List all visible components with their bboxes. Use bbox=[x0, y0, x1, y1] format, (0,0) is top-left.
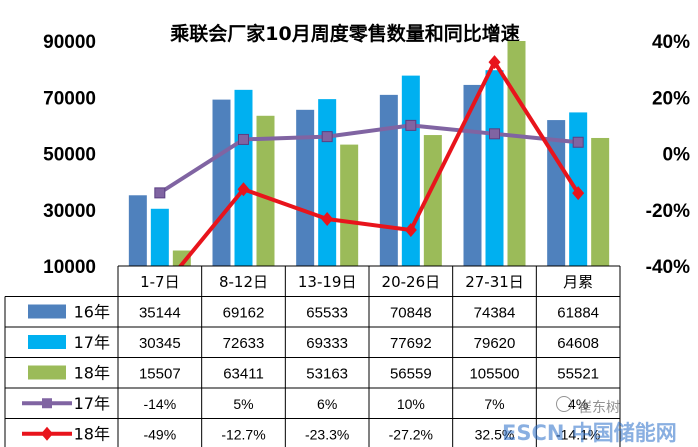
bar bbox=[507, 41, 526, 266]
data-label: 63411 bbox=[223, 366, 264, 383]
data-label: 61884 bbox=[557, 305, 599, 322]
left-tick-label: 30000 bbox=[43, 201, 96, 222]
data-label: 10% bbox=[397, 396, 425, 412]
legend-marker bbox=[42, 398, 52, 409]
watermark-text: ESCN 中国储能网 bbox=[502, 421, 677, 445]
data-label: 15507 bbox=[139, 366, 181, 383]
data-label: 56559 bbox=[390, 366, 432, 383]
bar bbox=[423, 135, 442, 266]
series-line bbox=[158, 123, 579, 195]
bar bbox=[128, 195, 147, 266]
data-label: 55521 bbox=[557, 366, 599, 383]
line-point bbox=[321, 131, 333, 143]
line-point bbox=[238, 133, 249, 145]
data-label: 77692 bbox=[390, 335, 432, 352]
data-label: -14.1% bbox=[556, 427, 600, 443]
chart-title: 乘联会厂家10月周度零售数量和同比增速 bbox=[169, 22, 519, 45]
bar bbox=[318, 99, 337, 266]
right-tick-label: 20% bbox=[652, 88, 690, 109]
watermark-badge-icon bbox=[556, 396, 572, 412]
legend-label: 18年 bbox=[74, 364, 110, 383]
bar bbox=[256, 115, 275, 267]
data-label: 70848 bbox=[390, 305, 432, 322]
right-tick-label: 40% bbox=[652, 32, 690, 53]
category-label: 27-31日 bbox=[465, 273, 524, 291]
line-point bbox=[489, 128, 500, 140]
legend-label: 17年 bbox=[74, 333, 110, 352]
data-label: 53163 bbox=[306, 366, 348, 383]
left-tick-label: 70000 bbox=[43, 88, 96, 109]
legend-swatch bbox=[28, 365, 66, 380]
left-axis-ticks: 10000 30000 50000 70000 90000 bbox=[43, 32, 96, 278]
data-label: 69162 bbox=[223, 305, 265, 322]
legend-marker bbox=[41, 426, 53, 441]
data-label: -27.2% bbox=[389, 427, 433, 443]
bar bbox=[547, 120, 566, 266]
data-label: 7% bbox=[484, 396, 504, 412]
bar bbox=[150, 208, 169, 266]
category-label: 1-7日 bbox=[140, 273, 180, 291]
data-label: 64608 bbox=[557, 335, 599, 352]
data-label: 105500 bbox=[469, 366, 519, 383]
line-point bbox=[405, 119, 417, 131]
data-table: 1-7日 8-12日 13-19日 20-26日 27-31日 月累 16年 35144 691… bbox=[4, 265, 621, 447]
right-axis-ticks: -40% -20% 0% 20% 40% bbox=[646, 32, 690, 278]
category-label: 13-19日 bbox=[298, 273, 357, 291]
line-point bbox=[404, 223, 417, 237]
data-label: 72633 bbox=[223, 335, 265, 352]
data-label: -49% bbox=[143, 427, 176, 443]
line-point bbox=[572, 186, 585, 201]
right-tick-label: 0% bbox=[663, 145, 691, 166]
data-label: -23.3% bbox=[305, 427, 349, 443]
legend-label: 17年 bbox=[74, 394, 110, 413]
series-line bbox=[177, 60, 580, 266]
category-label: 8-12日 bbox=[219, 273, 268, 291]
bar bbox=[296, 109, 315, 266]
data-label: 69333 bbox=[306, 335, 348, 352]
data-label: -12.7% bbox=[221, 427, 265, 443]
bar bbox=[340, 144, 359, 266]
line-point bbox=[488, 55, 501, 70]
data-label: 65533 bbox=[306, 305, 348, 322]
left-tick-label: 50000 bbox=[43, 145, 96, 166]
right-tick-label: -40% bbox=[646, 257, 690, 278]
data-label: 32.5% bbox=[475, 427, 515, 443]
lines bbox=[154, 55, 585, 266]
data-label: 79620 bbox=[474, 335, 516, 352]
legend-swatch bbox=[28, 304, 66, 319]
legend-swatch bbox=[28, 335, 66, 349]
left-tick-label: 10000 bbox=[43, 257, 96, 278]
right-tick-label: -20% bbox=[646, 201, 690, 222]
category-label: 20-26日 bbox=[382, 273, 441, 291]
bar bbox=[401, 75, 420, 267]
watermark-author: 崔东树 bbox=[578, 400, 620, 416]
bar bbox=[212, 99, 231, 266]
data-label: 74384 bbox=[474, 305, 516, 322]
legend-label: 18年 bbox=[74, 425, 110, 444]
line-point bbox=[154, 187, 166, 199]
data-label: 4% bbox=[568, 396, 588, 412]
data-label: 6% bbox=[317, 396, 337, 412]
category-label: 月累 bbox=[563, 273, 593, 291]
line-point bbox=[321, 212, 334, 227]
left-tick-label: 90000 bbox=[43, 32, 96, 53]
data-label: 30345 bbox=[139, 335, 181, 352]
data-label: 35144 bbox=[139, 305, 181, 322]
line-point bbox=[237, 182, 250, 197]
data-label: -14% bbox=[143, 396, 176, 412]
data-label: 5% bbox=[233, 396, 253, 412]
bar bbox=[234, 89, 253, 266]
bar bbox=[591, 137, 610, 266]
bar bbox=[379, 94, 398, 267]
line-point bbox=[572, 136, 584, 148]
bars bbox=[128, 41, 610, 267]
legend-label: 16年 bbox=[74, 303, 110, 322]
bar bbox=[485, 70, 504, 266]
bar bbox=[463, 84, 482, 266]
